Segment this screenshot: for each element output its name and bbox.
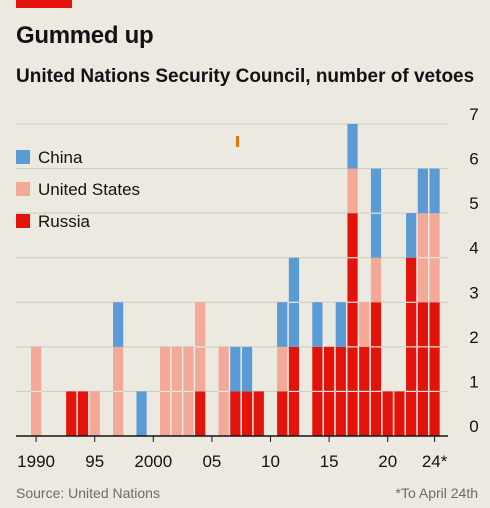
- bars: [31, 124, 440, 436]
- x-tick-label: 2000: [134, 452, 172, 471]
- y-tick-label: 2: [469, 328, 478, 347]
- bar-russia-2017: [347, 213, 358, 436]
- x-axis-ticks: 1990 95 2000 05 10 15 20 24*: [17, 436, 448, 471]
- bar-russia-2009: [253, 391, 264, 436]
- y-tick-label: 6: [469, 150, 478, 169]
- bar-russia-2024: [429, 302, 440, 436]
- x-tick-label: 24*: [422, 452, 448, 471]
- y-tick-label: 1: [469, 372, 478, 391]
- y-axis-labels: 0 1 2 3 4 5 6 7: [469, 105, 478, 436]
- y-tick-label: 0: [469, 417, 478, 436]
- legend-swatch-china: [16, 150, 30, 164]
- brand-tag: [16, 0, 72, 8]
- bar-china-2017: [347, 124, 358, 169]
- bar-china-2011: [277, 302, 288, 347]
- bar-china-1999: [136, 391, 147, 436]
- bar-china-2014: [312, 302, 323, 347]
- y-tick-label: 4: [469, 239, 478, 258]
- legend: China United States Russia: [16, 148, 140, 231]
- chart-subtitle: United Nations Security Council, number …: [16, 66, 475, 87]
- y-tick-label: 5: [469, 194, 478, 213]
- bar-russia-2008: [241, 391, 253, 436]
- bar-russia-1994: [77, 391, 89, 436]
- bar-china-1997: [113, 302, 124, 347]
- footnote: *To April 24th: [395, 485, 479, 501]
- y-tick-label: 3: [469, 283, 478, 302]
- bar-united-states-2019: [370, 257, 382, 303]
- legend-label-china: China: [38, 148, 83, 167]
- orange-marker: [236, 136, 239, 147]
- bar-china-2024: [429, 168, 440, 214]
- legend-swatch-russia: [16, 214, 30, 228]
- bar-russia-2021: [394, 391, 405, 436]
- x-tick-label: 10: [261, 452, 280, 471]
- bar-china-2008: [241, 346, 253, 392]
- x-tick-label: 1990: [17, 452, 55, 471]
- bar-russia-1993: [66, 391, 77, 436]
- x-tick-label: 05: [202, 452, 221, 471]
- bar-russia-2023: [417, 302, 428, 436]
- bar-china-2016: [335, 302, 346, 347]
- bar-united-states-2018: [359, 302, 370, 347]
- bar-russia-2007: [230, 391, 241, 436]
- bar-united-states-1995: [89, 391, 100, 436]
- bar-united-states-2011: [277, 346, 288, 392]
- bar-china-2023: [417, 168, 428, 214]
- x-tick-label: 15: [320, 452, 339, 471]
- bar-russia-2019: [370, 302, 382, 436]
- bar-russia-2020: [382, 391, 393, 436]
- legend-swatch-united-states: [16, 182, 30, 196]
- bar-russia-2011: [277, 391, 288, 436]
- y-tick-label: 7: [469, 105, 478, 124]
- legend-label-russia: Russia: [38, 212, 91, 231]
- chart-title: Gummed up: [16, 22, 154, 49]
- bar-russia-2004: [195, 391, 206, 436]
- x-tick-label: 20: [378, 452, 397, 471]
- bar-china-2022: [406, 213, 417, 258]
- legend-label-united-states: United States: [38, 180, 140, 199]
- bar-united-states-2017: [347, 168, 358, 214]
- source-note: Source: United Nations: [16, 485, 160, 501]
- x-tick-label: 95: [85, 452, 104, 471]
- bar-china-2007: [230, 346, 241, 392]
